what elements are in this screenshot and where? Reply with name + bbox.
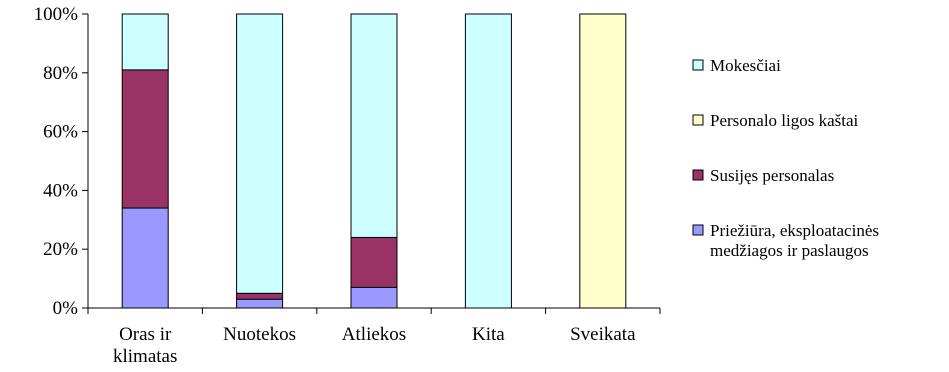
bar-segment — [350, 286, 398, 309]
legend-swatch — [692, 59, 704, 71]
legend-swatch — [692, 169, 704, 181]
bar-segment — [464, 13, 512, 309]
x-tick-label: Oras ir klimatas — [113, 324, 177, 367]
bar-segment — [121, 207, 169, 309]
y-tick-label: 40% — [43, 180, 78, 201]
legend-label: Personalo ligos kaštai — [710, 111, 859, 130]
y-tick-label: 60% — [43, 122, 78, 143]
bar-segment — [236, 13, 284, 294]
y-tick-label: 100% — [34, 4, 79, 25]
bar-segment — [236, 298, 284, 309]
y-tick-label: 0% — [53, 298, 79, 319]
x-tick-label: Kita — [472, 324, 505, 345]
bar-segment — [121, 13, 169, 71]
x-tick-label: Sveikata — [570, 324, 636, 345]
bar-segment — [121, 69, 169, 209]
legend-label: Priežiūra, eksploatacinės medžiagos ir pa… — [710, 221, 879, 260]
y-tick-label: 20% — [43, 239, 78, 260]
x-tick-label: Atliekos — [342, 324, 406, 345]
y-tick-label: 80% — [43, 63, 78, 84]
legend-swatch — [692, 114, 704, 126]
legend-swatch — [692, 224, 704, 236]
bar-segment — [236, 292, 284, 300]
bar-segment — [579, 13, 627, 309]
bar-segment — [350, 13, 398, 238]
legend-label: Mokesčiai — [710, 56, 781, 75]
legend-label: Susijęs personalas — [710, 166, 834, 185]
x-tick-label: Nuotekos — [223, 324, 296, 345]
bar-segment — [350, 236, 398, 288]
